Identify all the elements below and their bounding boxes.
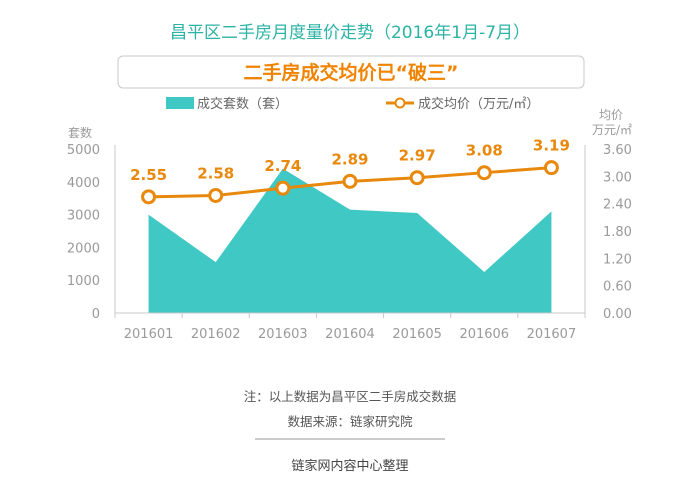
- left-axis-tick-label: 2000: [67, 241, 100, 256]
- right-axis-tick-label: 1.20: [603, 252, 632, 267]
- right-axis-unit-1: 均价: [599, 108, 623, 122]
- x-axis-tick-label: 201602: [191, 327, 241, 342]
- legend-line-marker: [394, 97, 406, 109]
- right-axis-tick-label: 2.40: [603, 198, 632, 213]
- price-point: [342, 173, 358, 189]
- x-axis-tick-label: 201603: [258, 327, 308, 342]
- legend-area-swatch: [166, 97, 194, 109]
- price-data-label: 3.08: [466, 142, 503, 160]
- right-axis-tick-label: 0.60: [603, 280, 632, 295]
- source-text: 数据来源：链家研究院: [287, 414, 413, 429]
- plot-area: 0 1000 2000 3000 4000 5000 0.00 0.60 1.20 1.80 2.4…: [67, 137, 632, 342]
- left-axis-unit: 套数: [68, 125, 92, 140]
- x-axis-tick-label: 201604: [325, 327, 375, 342]
- price-point: [141, 189, 157, 205]
- x-axis-tick-label: 201607: [527, 327, 577, 342]
- right-axis-tick-label: 0.00: [603, 307, 632, 322]
- price-point: [275, 180, 291, 196]
- price-point: [409, 170, 425, 186]
- chart-title: 昌平区二手房月度量价走势（2016年1月-7月）: [170, 23, 530, 43]
- x-axis-tick-label: 201606: [459, 327, 509, 342]
- note-text: 注：以上数据为昌平区二手房成交数据: [244, 389, 457, 404]
- price-data-label: 3.19: [533, 137, 570, 155]
- price-data-label: 2.55: [130, 166, 167, 184]
- left-axis-tick-label: 4000: [67, 176, 100, 191]
- price-point: [208, 187, 224, 203]
- left-axis-tick-label: 5000: [67, 143, 100, 158]
- right-axis-tick-label: 1.80: [603, 225, 632, 240]
- price-data-label: 2.74: [264, 157, 301, 175]
- subtitle-box: [117, 55, 585, 89]
- price-data-label: 2.58: [197, 164, 234, 182]
- chart-subtitle: 二手房成交均价已“破三”: [244, 61, 459, 84]
- right-axis-tick-label: 3.00: [603, 170, 632, 185]
- area-series: [148, 168, 552, 313]
- legend-line-label: 成交均价（万元/㎡）: [418, 96, 539, 112]
- left-axis-tick-label: 0: [92, 307, 100, 322]
- price-data-label: 2.89: [331, 150, 368, 168]
- legend: 成交套数（套） 成交均价（万元/㎡）: [166, 96, 539, 112]
- right-axis-tick-label: 3.60: [603, 143, 632, 158]
- right-axis-unit-2: 万元/㎡: [592, 123, 632, 137]
- footer-text: 链家网内容中心整理: [291, 458, 408, 474]
- price-point: [543, 160, 559, 176]
- left-axis-tick-label: 3000: [67, 209, 100, 224]
- x-axis-tick-label: 201605: [392, 327, 442, 342]
- legend-area-label: 成交套数（套）: [197, 96, 288, 112]
- left-axis-tick-label: 1000: [67, 274, 100, 289]
- x-axis-tick-label: 201601: [124, 327, 174, 342]
- price-data-label: 2.97: [399, 147, 436, 165]
- price-point: [476, 165, 492, 181]
